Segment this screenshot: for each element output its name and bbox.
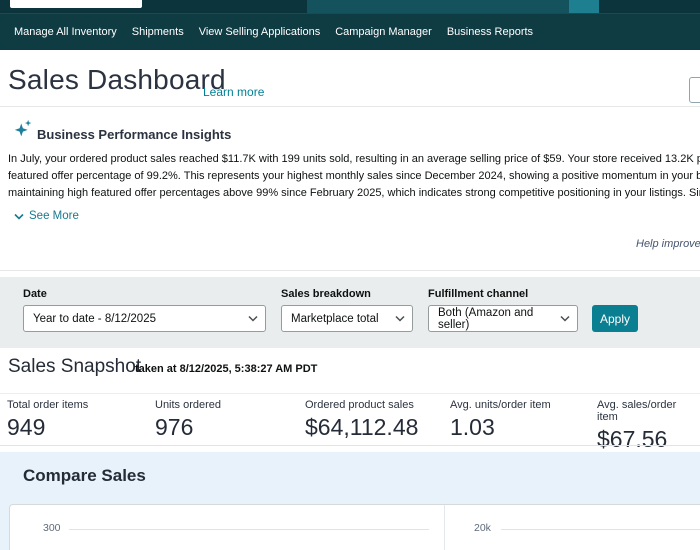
stat-label: Total order items [7, 399, 89, 411]
compare-sales-chart-card: 300 20k [9, 504, 700, 550]
compare-sales-title: Compare Sales [23, 466, 146, 485]
see-more-label: See More [29, 210, 79, 222]
learn-more-link[interactable]: Learn more [203, 85, 265, 99]
help-improve-link[interactable]: Help improve this feature [636, 238, 700, 250]
right-chart-gridline [501, 529, 700, 530]
stat-label: Avg. sales/order item [597, 399, 677, 423]
chevron-down-icon [14, 213, 24, 220]
insights-line: maintaining high featured offer percenta… [8, 187, 700, 199]
compare-sales-section: Compare Sales 300 20k [0, 452, 700, 550]
nav-item-business-reports[interactable]: Business Reports [446, 26, 534, 38]
right-chart-y-tick: 20k [474, 522, 491, 534]
left-chart-gridline [69, 529, 429, 530]
topbar-search-button[interactable] [569, 0, 599, 13]
stat-label: Ordered product sales [305, 399, 414, 411]
fulfillment-channel-label: Fulfillment channel [428, 288, 529, 300]
sales-breakdown-select[interactable]: Marketplace total [281, 305, 413, 332]
topbar-search-field[interactable] [307, 0, 569, 13]
nav-item-view-selling-applications[interactable]: View Selling Applications [198, 26, 321, 38]
left-chart-y-tick: 300 [43, 522, 61, 534]
fulfillment-channel-select[interactable]: Both (Amazon and seller) [428, 305, 578, 332]
insights-line: In July, your ordered product sales reac… [8, 153, 700, 165]
chart-panel-divider [444, 505, 445, 550]
top-header-bar [0, 0, 700, 13]
stat-value: 1.03 [450, 414, 495, 440]
insights-divider [0, 270, 700, 271]
stat-value: 949 [7, 414, 46, 440]
sales-breakdown-label: Sales breakdown [281, 288, 371, 300]
stat-units-ordered: Units ordered 976 [155, 399, 221, 441]
stat-value: 976 [155, 414, 194, 440]
insights-line: featured offer percentage of 99.2%. This… [8, 170, 700, 182]
catalog-search-input[interactable] [10, 0, 142, 8]
chevron-down-icon [560, 315, 570, 322]
stat-value: $64,112.48 [305, 414, 419, 440]
chevron-down-icon [248, 315, 258, 322]
stat-label: Avg. units/order item [450, 399, 551, 411]
header-divider [0, 106, 700, 107]
insights-title: Business Performance Insights [37, 127, 232, 142]
see-more-link[interactable]: See More [14, 210, 79, 222]
filter-bar: Date Year to date - 8/12/2025 Sales brea… [0, 277, 700, 348]
insights-paragraph: In July, your ordered product sales reac… [8, 151, 700, 202]
nav-item-campaign-manager[interactable]: Campaign Manager [335, 26, 432, 38]
stat-ordered-product-sales: Ordered product sales $64,112.48 [305, 399, 418, 441]
snapshot-timestamp: taken at 8/12/2025, 5:38:27 AM PDT [135, 363, 318, 375]
sales-breakdown-value: Marketplace total [291, 312, 379, 325]
date-filter-label: Date [23, 288, 47, 300]
date-select[interactable]: Year to date - 8/12/2025 [23, 305, 266, 332]
clipped-edge-button[interactable] [689, 77, 700, 103]
nav-item-shipments[interactable]: Shipments [131, 26, 184, 38]
nav-item-manage-all-inventory[interactable]: Manage All Inventory [14, 26, 117, 38]
stat-total-order-items: Total order items 949 [7, 399, 88, 441]
stats-bottom-divider [0, 445, 700, 446]
sales-snapshot-title: Sales Snapshot [8, 356, 142, 377]
stat-value: $67.56 [597, 426, 668, 452]
chevron-down-icon [395, 315, 405, 322]
page-title: Sales Dashboard [8, 64, 226, 95]
apply-button[interactable]: Apply [592, 305, 638, 332]
date-select-value: Year to date - 8/12/2025 [33, 312, 156, 325]
snapshot-divider [0, 393, 700, 394]
fulfillment-channel-value: Both (Amazon and seller) [438, 306, 534, 331]
stat-avg-units-per-order: Avg. units/order item 1.03 [450, 399, 551, 441]
sparkles-icon [13, 118, 35, 145]
secondary-nav: Manage All Inventory Shipments View Sell… [0, 13, 700, 50]
stat-avg-sales-per-order: Avg. sales/order item $67.56 [597, 399, 700, 453]
stat-label: Units ordered [155, 399, 222, 411]
